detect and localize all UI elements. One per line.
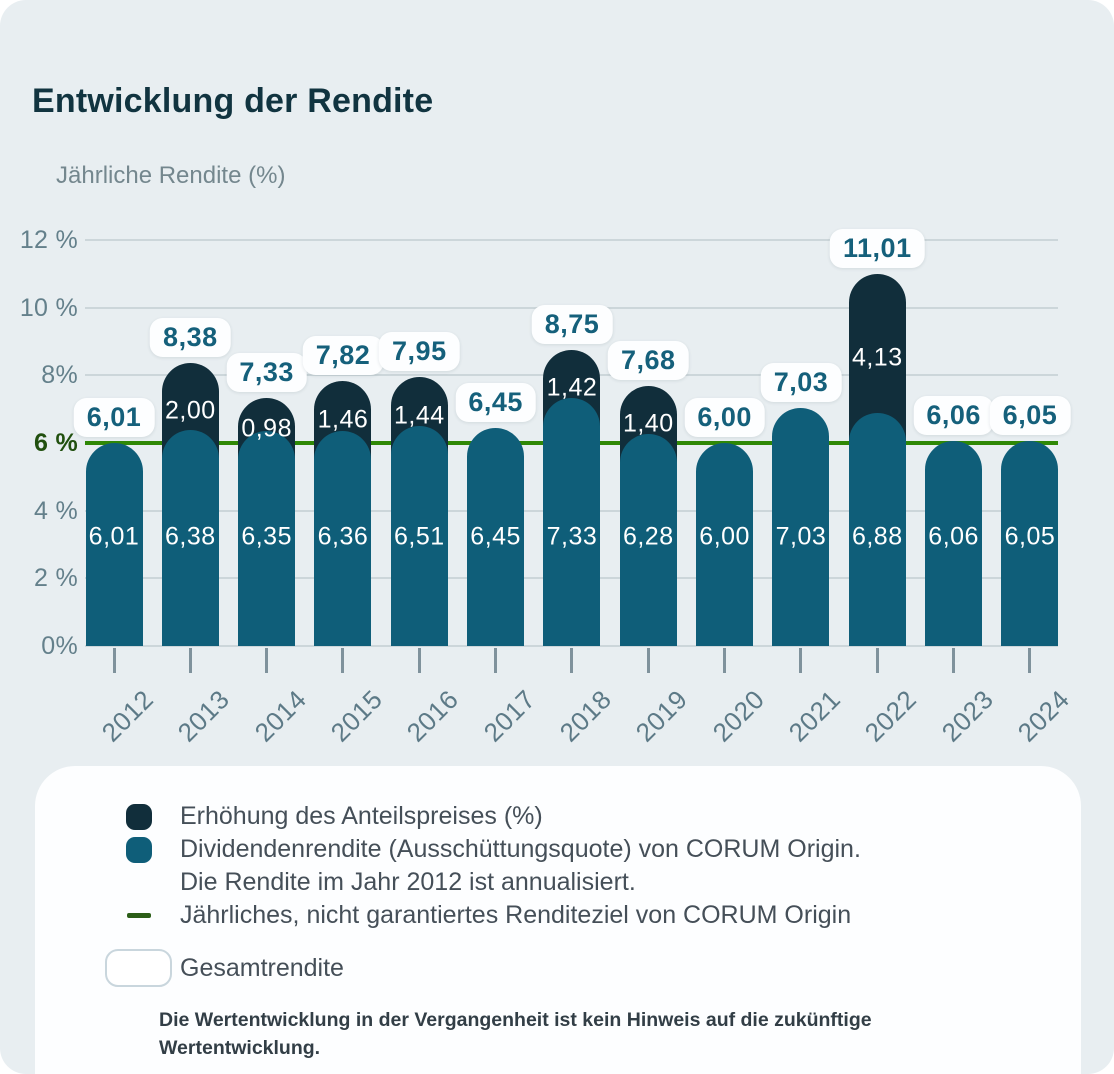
bar-segment-dividend[interactable]: [467, 427, 525, 646]
dividend-value-label: 6,88: [851, 522, 903, 551]
y-axis-tick-label: 6 %: [34, 429, 78, 458]
legend-item-total: Gesamtrendite: [97, 946, 1041, 990]
price-increase-value-label: 4,13: [851, 343, 903, 372]
legend-panel: Erhöhung des Anteilspreises (%) Dividend…: [35, 766, 1081, 1074]
total-return-badge: 8,38: [150, 317, 231, 357]
x-axis-tick: [494, 648, 498, 673]
x-axis-tick: [875, 648, 879, 673]
dividend-value-label: 6,35: [241, 522, 292, 551]
price-increase-value-label: 2,00: [164, 396, 216, 425]
y-axis-tick-label: 2 %: [34, 564, 78, 593]
legend-label-target: Jährliches, nicht garantiertes Renditezi…: [180, 901, 852, 929]
legend-item-dividend: Dividendenrendite (Ausschüttungsquote) v…: [97, 833, 1041, 866]
bar-segment-dividend[interactable]: [696, 443, 754, 646]
total-return-badge: 7,95: [379, 332, 460, 372]
x-axis-tick: [570, 648, 574, 673]
total-return-badge: 6,01: [73, 397, 155, 437]
legend-label-dividend-note: Die Rendite im Jahr 2012 ist annualisier…: [180, 868, 636, 896]
x-axis-tick: [417, 648, 421, 673]
legend-label-dividend: Dividendenrendite (Ausschüttungsquote) v…: [180, 835, 861, 863]
y-axis-tick-label: 4 %: [34, 496, 78, 525]
y-axis-tick-label: 12 %: [19, 226, 78, 255]
x-axis-tick: [799, 648, 803, 673]
total-return-pill-swatch-icon: [105, 949, 172, 987]
x-axis-tick: [341, 648, 345, 673]
price-increase-value-label: 1,46: [317, 405, 369, 434]
target-line-swatch-icon: [126, 913, 151, 918]
bar-segment-dividend[interactable]: [390, 425, 448, 646]
price-increase-value-label: 1,40: [622, 409, 674, 438]
bar-segment-dividend[interactable]: [1001, 441, 1059, 646]
total-return-badge: 6,05: [989, 396, 1071, 436]
gridline: [85, 645, 1058, 647]
total-return-badge: 6,06: [913, 396, 994, 435]
bar-segment-dividend[interactable]: [161, 430, 219, 646]
total-return-badge: 6,00: [684, 398, 765, 438]
total-return-badge: 7,68: [608, 341, 689, 381]
price-increase-value-label: 1,42: [546, 373, 598, 402]
total-return-badge: 6,45: [455, 382, 536, 422]
legend-label-price-increase: Erhöhung des Anteilspreises (%): [180, 802, 543, 830]
dividend-value-label: 6,28: [622, 522, 674, 551]
legend-item-target: Jährliches, nicht garantiertes Renditezi…: [97, 899, 1041, 932]
y-axis-tick-label: 0%: [41, 632, 78, 660]
bar-segment-dividend[interactable]: [238, 431, 296, 646]
dividend-value-label: 7,03: [775, 522, 827, 551]
x-axis-tick: [952, 648, 956, 673]
total-return-badge: 7,82: [302, 336, 384, 376]
y-axis-tick-label: 8%: [41, 361, 78, 390]
bar-segment-dividend[interactable]: [85, 442, 143, 646]
chart-title: Entwicklung der Rendite: [32, 82, 434, 120]
gridline: [85, 239, 1058, 242]
dividend-value-label: 6,06: [928, 522, 979, 551]
x-axis-tick: [1028, 648, 1032, 673]
dividend-value-label: 6,38: [164, 522, 216, 551]
price-increase-swatch-icon: [125, 803, 152, 830]
disclaimer-text: Die Wertentwicklung in der Vergangenheit…: [159, 1009, 872, 1059]
bar-segment-dividend[interactable]: [619, 433, 677, 646]
y-axis-title: Jährliche Rendite (%): [56, 162, 286, 189]
y-axis-tick-label: 10 %: [19, 293, 78, 322]
bar-segment-dividend[interactable]: [925, 440, 983, 646]
total-return-badge: 11,01: [830, 228, 925, 268]
legend-item-dividend-note: Die Rendite im Jahr 2012 ist annualisier…: [97, 866, 1041, 899]
dividend-swatch-icon: [125, 836, 152, 863]
bar-segment-dividend[interactable]: [848, 413, 906, 646]
bar-segment-dividend[interactable]: [772, 408, 830, 646]
x-axis-tick: [723, 648, 727, 673]
legend-item-price-increase: Erhöhung des Anteilspreises (%): [97, 800, 1041, 833]
x-axis-tick: [112, 648, 116, 673]
x-axis-tick: [188, 648, 192, 673]
price-increase-value-label: 0,98: [241, 414, 292, 443]
dividend-value-label: 6,01: [88, 522, 140, 551]
total-return-badge: 8,75: [531, 305, 613, 344]
dividend-value-label: 6,51: [393, 522, 445, 551]
dividend-value-label: 7,33: [546, 522, 598, 551]
dividend-value-label: 6,00: [699, 522, 750, 551]
dividend-value-label: 6,45: [470, 522, 521, 551]
total-return-badge: 7,33: [226, 353, 307, 393]
legend-label-total: Gesamtrendite: [180, 953, 344, 982]
bar-segment-dividend[interactable]: [543, 398, 601, 646]
x-axis-tick: [265, 648, 269, 673]
bar-segment-dividend[interactable]: [314, 430, 372, 646]
legend: Erhöhung des Anteilspreises (%) Dividend…: [35, 766, 1081, 1062]
dividend-value-label: 6,05: [1004, 522, 1056, 551]
x-axis-tick: [646, 648, 650, 673]
dividend-value-label: 6,36: [317, 522, 369, 551]
price-increase-value-label: 1,44: [393, 401, 445, 430]
total-return-badge: 7,03: [760, 363, 842, 403]
